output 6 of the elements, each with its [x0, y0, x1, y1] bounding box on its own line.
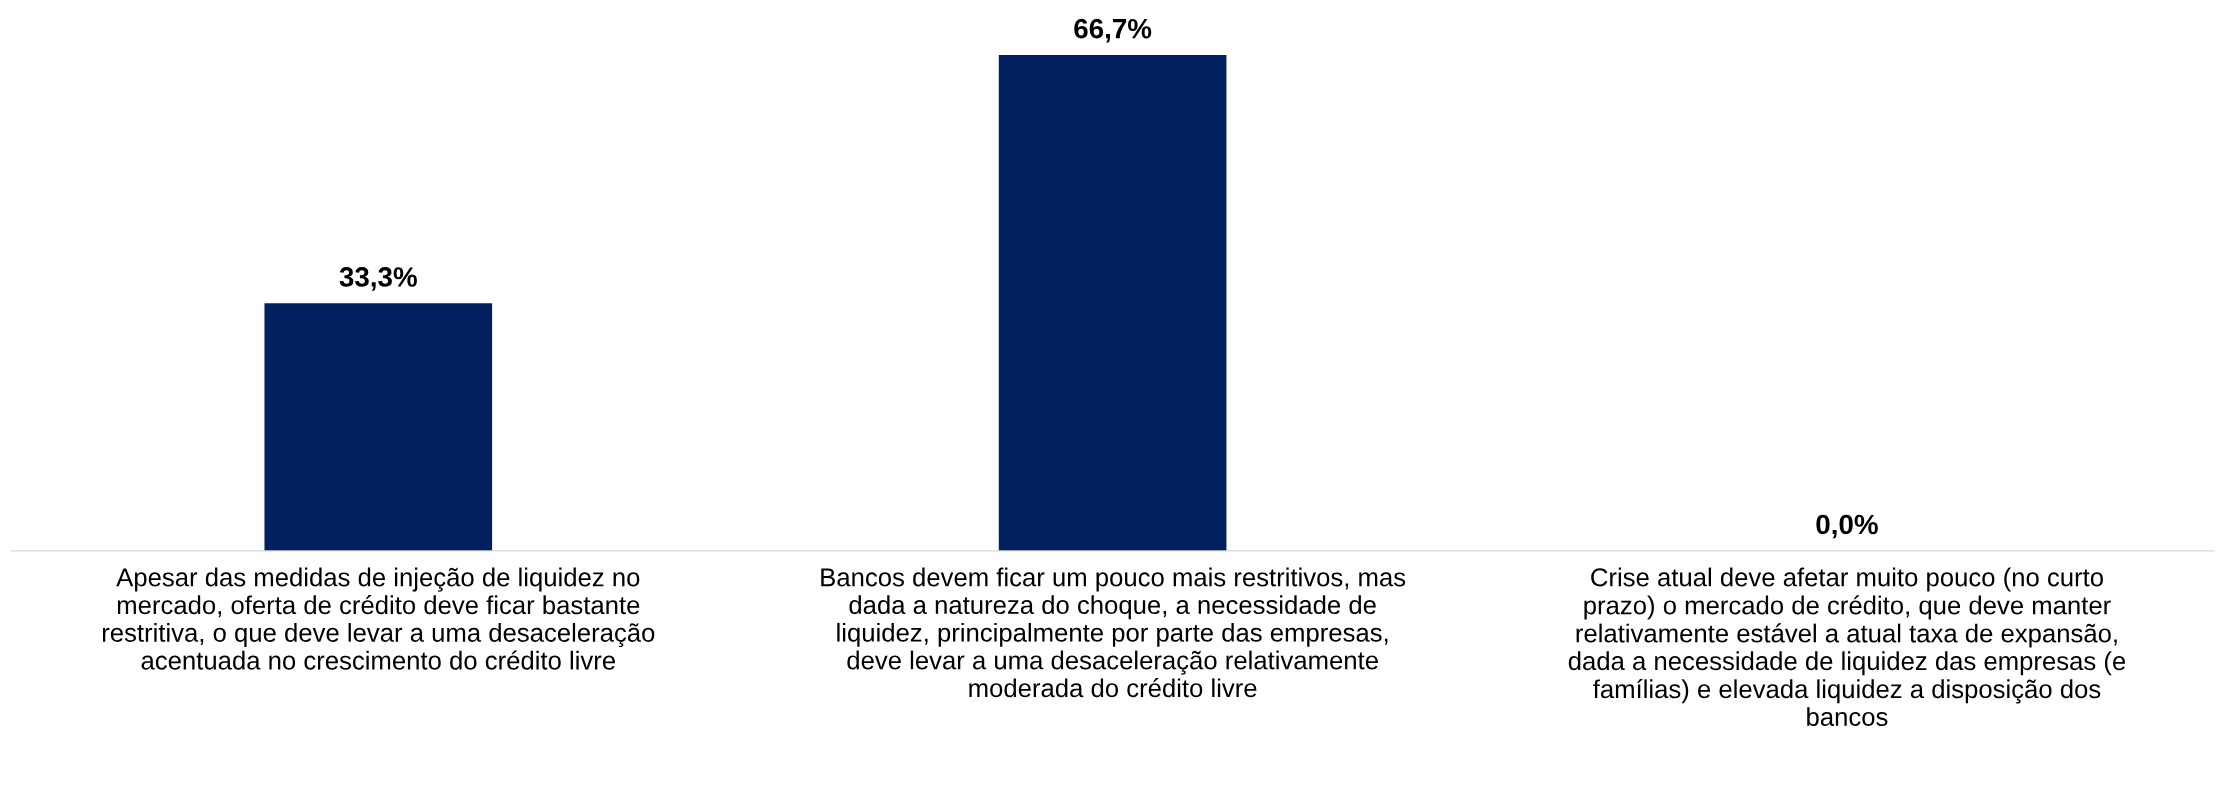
data-label: 0,0% [1816, 514, 1878, 539]
x-tick-label: Bancos devem ficar um pouco mais restritivos, mas dada a natureza do choque, a necessidade de liquidez, principalmente por parte das empresas, deve levar a uma desaceleração relativamente moderada do crédito livre [821, 567, 1406, 698]
x-tick-label: Apesar das medidas de injeção de liquidez no mercado, oferta de crédito deve ficar bastante restritiva, o que deve levar a uma desaceleração acentuada no crescimento do crédito livre [102, 567, 655, 670]
data-label: 33,3% [339, 267, 417, 291]
x-tick-label: Crise atual deve afetar muito pouco (no curto prazo) o mercado de crédito, que deve manter relativamente estável a atual taxa de expansão, dada a necessidade de liquidez das empresas (e famílias) e elevada liquidez a disposição dos bancos [1568, 567, 2126, 727]
data-label: 66,7% [1074, 18, 1152, 43]
